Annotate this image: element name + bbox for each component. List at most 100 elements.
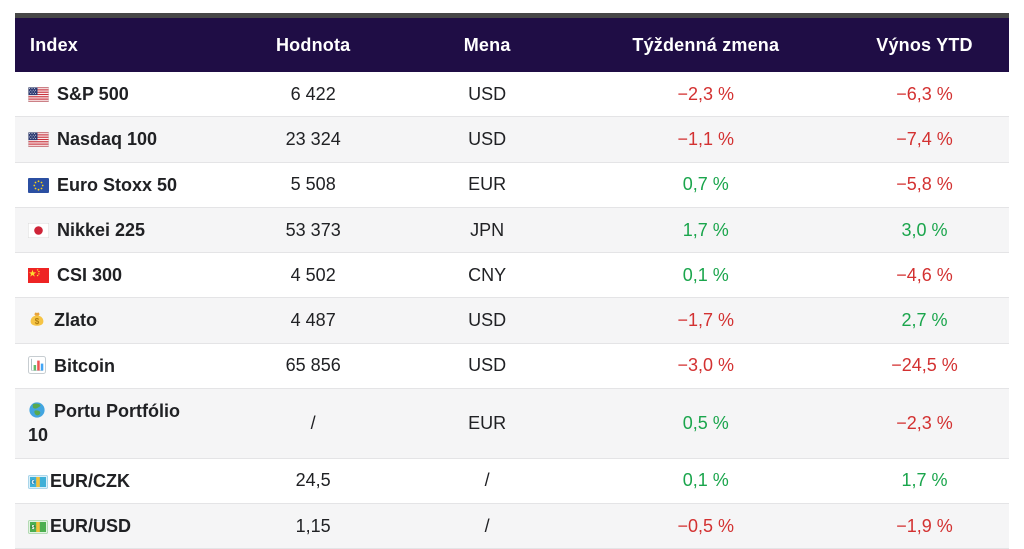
index-cell: Bitcoin <box>15 343 224 390</box>
value-cell: 4 487 <box>223 297 403 344</box>
index-name: Nasdaq 100 <box>57 129 158 150</box>
weekly-change-cell: −1,7 % <box>571 297 840 344</box>
index-cell: Nasdaq 100 <box>15 116 224 163</box>
index-cell: € EUR/CZK <box>15 458 224 504</box>
currency-cell: CNY <box>402 252 572 299</box>
value-cell: 24,5 <box>223 458 403 504</box>
currency-cell: USD <box>402 116 572 163</box>
index-name: EUR/CZK <box>50 470 130 491</box>
index-label-group: S&P 500 <box>28 82 129 106</box>
banknote-dollar-icon: $ <box>28 519 48 534</box>
value-cell: 65 856 <box>223 343 403 390</box>
weekly-change-cell: 0,1 % <box>571 252 840 299</box>
index-label-group: $ EUR/USD <box>28 514 131 538</box>
index-cell: Portu Portfólio 10 <box>15 388 224 459</box>
index-label-group: Euro Stoxx 50 <box>28 173 177 197</box>
ytd-return-cell: −4,6 % <box>839 252 1009 299</box>
weekly-change-cell: −0,5 % <box>571 503 840 549</box>
currency-cell: EUR <box>402 162 572 208</box>
flag-eu-icon <box>28 177 49 193</box>
flag-cn-icon <box>28 268 49 284</box>
table-row: $ Zlato 4 487 USD −1,7 % 2,7 % <box>15 297 1009 344</box>
index-label-group: € EUR/CZK <box>28 469 130 493</box>
flag-us-icon <box>28 132 49 148</box>
index-cell: $ EUR/USD <box>15 503 224 549</box>
top-accent-bar <box>15 13 1009 18</box>
header-weekly-change: Týždenná zmena <box>571 18 840 72</box>
index-label-group: $ Zlato <box>28 308 97 332</box>
currency-cell: / <box>402 503 572 549</box>
index-name: Euro Stoxx 50 <box>57 174 178 195</box>
ytd-return-cell: 1,7 % <box>839 458 1009 504</box>
index-name: EUR/USD <box>50 515 132 536</box>
index-cell: Nikkei 225 <box>15 207 224 254</box>
table-row: € EUR/CZK 24,5/0,1 % 1,7 % <box>15 458 1009 504</box>
weekly-change-cell: 1,7 % <box>571 207 840 254</box>
header-value: Hodnota <box>223 18 403 72</box>
ytd-return-cell: 2,7 % <box>839 297 1009 344</box>
index-cell: $ Zlato <box>15 297 224 344</box>
table-row: Bitcoin 65 856 USD −3,0 % −24,5 % <box>15 343 1009 390</box>
weekly-change-cell: −3,0 % <box>571 343 840 390</box>
index-cell: Euro Stoxx 50 <box>15 162 224 208</box>
table-row: $ EUR/USD 1,15/−0,5 % −1,9 % <box>15 503 1009 549</box>
header-ytd-return: Výnos YTD <box>839 18 1009 72</box>
index-label-group: Nikkei 225 <box>28 218 145 242</box>
market-table: Index Hodnota Mena Týždenná zmena Výnos … <box>15 18 1009 549</box>
value-cell: 4 502 <box>223 252 403 299</box>
index-label-group: Nasdaq 100 <box>28 127 157 151</box>
value-cell: 6 422 <box>223 72 403 118</box>
ytd-return-cell: 3,0 % <box>839 207 1009 254</box>
value-cell: 53 373 <box>223 207 403 254</box>
value-cell: / <box>223 388 403 459</box>
ytd-return-cell: −6,3 % <box>839 72 1009 118</box>
table-row: Nikkei 225 53 373 JPN 1,7 % 3,0 % <box>15 207 1009 254</box>
currency-cell: JPN <box>402 207 572 254</box>
index-name: Portu Portfólio 10 <box>28 401 180 446</box>
flag-us-icon <box>28 87 49 102</box>
ytd-return-cell: −1,9 % <box>839 503 1009 549</box>
money-bag-icon: $ <box>28 310 46 328</box>
table-row: Portu Portfólio 10 /EUR 0,5 % −2,3 % <box>15 388 1009 459</box>
currency-cell: EUR <box>402 388 572 459</box>
table-header: Index Hodnota Mena Týždenná zmena Výnos … <box>15 18 1009 72</box>
ytd-return-cell: −24,5 % <box>839 343 1009 390</box>
svg-text:$: $ <box>32 525 35 531</box>
currency-cell: USD <box>402 72 572 118</box>
header-row: Index Hodnota Mena Týždenná zmena Výnos … <box>15 18 1009 72</box>
svg-text:$: $ <box>35 317 40 326</box>
index-name: Nikkei 225 <box>57 219 146 240</box>
index-label-group: Bitcoin <box>28 354 115 378</box>
table-row: Nasdaq 100 23 324 USD −1,1 % −7,4 % <box>15 116 1009 163</box>
weekly-change-cell: 0,1 % <box>571 458 840 504</box>
weekly-change-cell: −2,3 % <box>571 72 840 118</box>
bar-chart-icon <box>28 355 46 374</box>
globe-icon <box>28 401 46 419</box>
index-name: S&P 500 <box>57 84 129 104</box>
market-overview-panel: Index Hodnota Mena Týždenná zmena Výnos … <box>15 13 1009 549</box>
flag-jp-icon <box>28 222 49 238</box>
value-cell: 23 324 <box>223 116 403 163</box>
table-row: CSI 300 4 502 CNY 0,1 % −4,6 % <box>15 252 1009 299</box>
ytd-return-cell: −7,4 % <box>839 116 1009 163</box>
value-cell: 1,15 <box>223 503 403 549</box>
banknote-euro-icon: € <box>28 474 48 489</box>
ytd-return-cell: −5,8 % <box>839 162 1009 208</box>
header-currency: Mena <box>402 18 572 72</box>
table-row: Euro Stoxx 50 5 508 EUR 0,7 % −5,8 % <box>15 162 1009 208</box>
currency-cell: USD <box>402 297 572 344</box>
index-name: CSI 300 <box>57 265 123 286</box>
index-label-group: Portu Portfólio 10 <box>28 399 186 448</box>
index-cell: S&P 500 <box>15 72 224 118</box>
weekly-change-cell: 0,5 % <box>571 388 840 459</box>
index-label-group: CSI 300 <box>28 263 122 287</box>
currency-cell: / <box>402 458 572 504</box>
index-name: Zlato <box>54 310 97 331</box>
index-name: Bitcoin <box>54 355 115 376</box>
value-cell: 5 508 <box>223 162 403 208</box>
table-body: S&P 500 6 422 USD −2,3 % −6,3 % Nasdaq 100 23 … <box>15 72 1009 549</box>
svg-text:€: € <box>32 479 35 485</box>
weekly-change-cell: −1,1 % <box>571 116 840 163</box>
index-cell: CSI 300 <box>15 252 224 299</box>
currency-cell: USD <box>402 343 572 390</box>
